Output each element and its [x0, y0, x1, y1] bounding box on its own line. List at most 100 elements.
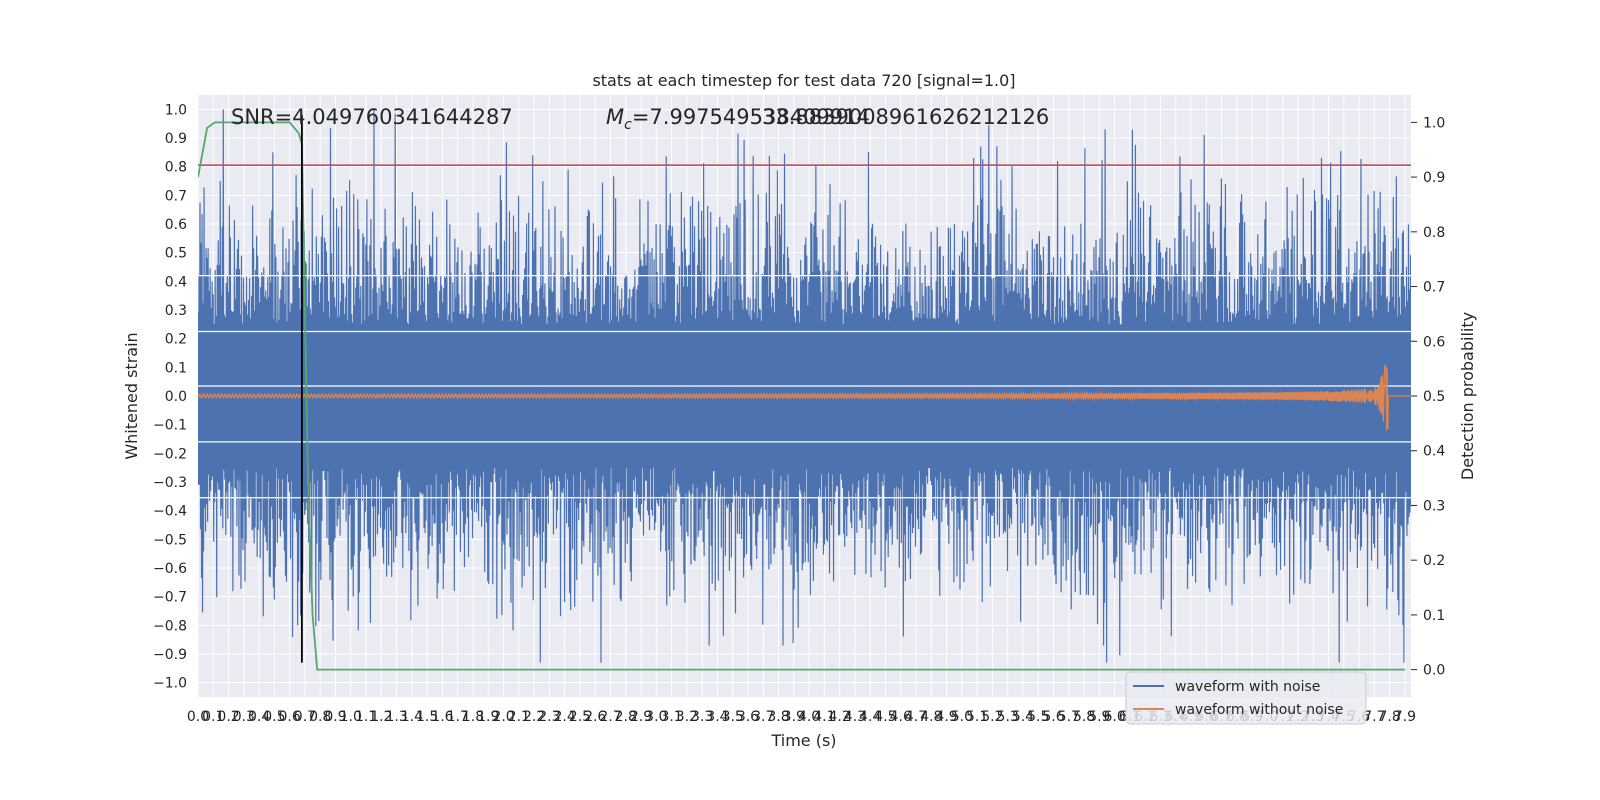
x-tick-label: 1.5: [416, 709, 438, 725]
y2-tick-label: 0.2: [1423, 553, 1445, 569]
x-tick-label: 5.3: [997, 709, 1019, 725]
x-tick-label: 0.0: [187, 709, 209, 725]
x-tick-label: 3.1: [660, 709, 682, 725]
legend-box: [1125, 671, 1367, 725]
y-tick-label: 0.2: [165, 332, 187, 348]
y-tick-label: −0.7: [153, 590, 187, 606]
y-tick-label: 0.8: [165, 160, 187, 176]
x-tick-label: 4.9: [935, 709, 957, 725]
x-tick-label: 3.5: [722, 709, 744, 725]
x-tick-label: 5.6: [1042, 709, 1064, 725]
y2-tick-label: 1.0: [1423, 115, 1445, 131]
y-tick-label: −0.9: [153, 647, 187, 663]
x-tick-label: 6.0: [1103, 709, 1125, 725]
x-tick-label: 0.2: [217, 709, 239, 725]
snr-annotation: SNR=4.049760341644287: [231, 105, 513, 129]
y-tick-label: 0.3: [165, 303, 187, 319]
series-waveform-with-noise: [198, 109, 1411, 663]
legend-label-noise: waveform with noise: [1175, 679, 1320, 695]
x-tick-label: 2.1: [508, 709, 530, 725]
x-axis-label: Time (s): [770, 731, 836, 750]
x-tick-label: 0.3: [233, 709, 255, 725]
x-tick-label: 7.9: [1394, 709, 1416, 725]
y2-tick-label: 0.7: [1423, 280, 1445, 296]
x-tick-label: 2.5: [569, 709, 591, 725]
series-detection-probability: [198, 121, 1405, 671]
x-tick-label: 4.8: [920, 709, 942, 725]
y-tick-label: −0.3: [153, 475, 187, 491]
y-tick-label: −0.5: [153, 532, 187, 548]
y2-tick-label: 0.6: [1423, 334, 1445, 350]
x-tick-label: 0.7: [294, 709, 316, 725]
y-tick-label: 0.1: [165, 360, 187, 376]
x-tick-label: 2.7: [599, 709, 621, 725]
x-tick-label: 1.1: [355, 709, 377, 725]
x-tick-label: 0.6: [279, 709, 301, 725]
x-tick-label: 1.4: [401, 709, 423, 725]
x-tick-label: 0.9: [324, 709, 346, 725]
x-tick-label: 1.9: [477, 709, 499, 725]
y-tick-label: −0.4: [153, 504, 187, 520]
y2-tick-label: 0.1: [1423, 608, 1445, 624]
y2-tick-label: 0.8: [1423, 225, 1445, 241]
x-tick-label: 4.4: [859, 709, 881, 725]
x-tick-label: 1.2: [370, 709, 392, 725]
x-tick-label: 2.6: [584, 709, 606, 725]
y2-tick-label: 0.5: [1423, 389, 1445, 405]
series-layer: [198, 109, 1411, 671]
x-tick-label: 4.6: [890, 709, 912, 725]
x-tick-label: 1.0: [340, 709, 362, 725]
x-tick-label: 3.0: [645, 709, 667, 725]
y-tick-labels: −1.0 −0.9 −0.8 −0.7 −0.6 −0.5 −0.4 −0.3 −0.2 −0.1…: [153, 102, 187, 691]
x-tick-label: 7.8: [1378, 709, 1400, 725]
x-tick-label: 3.8: [767, 709, 789, 725]
x-tick-label: 0.1: [202, 709, 224, 725]
series-waveform-without-noise: [198, 364, 1411, 430]
x-tick-label: 3.9: [783, 709, 805, 725]
x-tick-label: 1.3: [385, 709, 407, 725]
legend: waveform with noise waveform without noi…: [1125, 671, 1367, 725]
y-tick-label: 0.4: [165, 274, 187, 290]
y2-tick-label: 0.4: [1423, 444, 1445, 460]
x-tick-label: 2.8: [615, 709, 637, 725]
x-tick-label: 4.1: [813, 709, 835, 725]
x-tick-label: 4.7: [905, 709, 927, 725]
overlay-annotation: 33.8839008961626212126: [762, 105, 1049, 129]
y2-axis-label: Detection probability: [1458, 312, 1477, 480]
y-tick-label: 0.9: [165, 131, 187, 147]
x-tick-label: 2.4: [554, 709, 576, 725]
x-tick-label: 3.7: [752, 709, 774, 725]
y-tick-label: 0.6: [165, 217, 187, 233]
x-tick-label: 5.7: [1058, 709, 1080, 725]
x-tick-label: 4.3: [844, 709, 866, 725]
y2-tick-labels: 0.0 0.1 0.2 0.3 0.4 0.5 0.6 0.7 0.8 0.9 1.0: [1411, 115, 1445, 679]
y2-tick-label: 0.3: [1423, 498, 1445, 514]
x-tick-label: 2.2: [523, 709, 545, 725]
x-tick-label: 5.9: [1088, 709, 1110, 725]
y-tick-label: 0.0: [165, 389, 187, 405]
legend-label-clean: waveform without noise: [1175, 702, 1343, 718]
x-tick-label: 5.2: [981, 709, 1003, 725]
x-tick-label: 3.4: [706, 709, 728, 725]
y-tick-label: −0.1: [153, 418, 187, 434]
x-tick-label: 3.3: [691, 709, 713, 725]
x-tick-label: 2.3: [538, 709, 560, 725]
y-tick-label: −0.8: [153, 618, 187, 634]
x-tick-label: 1.7: [447, 709, 469, 725]
y-tick-label: −0.6: [153, 561, 187, 577]
x-tick-label: 0.4: [248, 709, 270, 725]
y-tick-label: 1.0: [165, 102, 187, 118]
x-tick-label: 1.6: [431, 709, 453, 725]
y-axis-label: Whitened strain: [122, 332, 141, 459]
x-tick-label: 4.5: [874, 709, 896, 725]
x-tick-label: 5.8: [1073, 709, 1095, 725]
x-tick-label: 3.2: [676, 709, 698, 725]
y2-tick-label: 0.0: [1423, 663, 1445, 679]
x-tick-label: 5.5: [1027, 709, 1049, 725]
y-tick-label: −0.2: [153, 446, 187, 462]
x-tick-label: 0.8: [309, 709, 331, 725]
chirp-mass-annotation: Mc=7.997549538409914: [606, 105, 870, 133]
y-tick-label: 0.5: [165, 246, 187, 262]
y-tick-label: −1.0: [153, 676, 187, 692]
